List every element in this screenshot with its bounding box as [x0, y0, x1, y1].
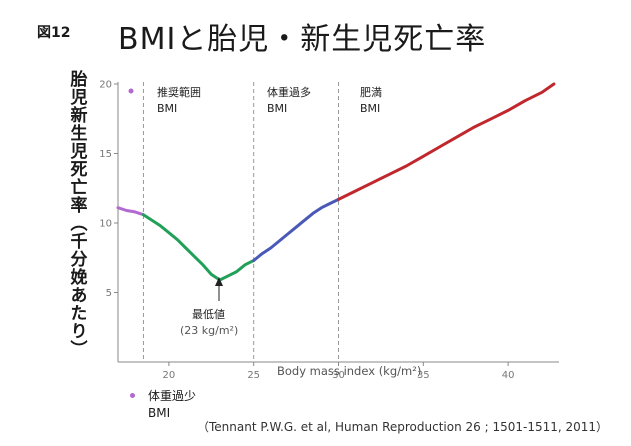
y-tick-label-15: 15	[99, 149, 112, 160]
y-tick-label-20: 20	[99, 80, 112, 91]
axes	[114, 82, 559, 366]
y-axis-label-container: 胎児新生児死亡率（千分娩あたり）	[56, 70, 96, 380]
region-label-normal-line2: BMI	[157, 102, 177, 115]
x-axis-label: Body mass index (kg/m²)	[277, 364, 421, 378]
underweight-marker-icon	[130, 393, 135, 398]
bmi-cutoff-lines	[142, 82, 339, 362]
series-line-normal	[141, 213, 256, 282]
series-line-overweight	[252, 197, 340, 262]
minimum-annotation: 最低値 (23 kg/m²)	[180, 277, 238, 337]
region-label-obese: 肥満 BMI	[360, 86, 382, 115]
y-axis-label: 胎児新生児死亡率（千分娩あたり）	[66, 70, 87, 358]
x-tick-label-40: 40	[502, 370, 515, 381]
x-tick-label-35: 35	[417, 370, 430, 381]
underweight-dot-top	[128, 88, 134, 94]
tick-labels: 5 10 15 20 20 25 30 35 40	[99, 80, 514, 382]
region-label-normal-line1: 推奨範囲	[157, 85, 201, 99]
series-line-underweight	[116, 206, 145, 217]
minimum-arrow-head	[215, 277, 223, 286]
series-line-obese	[337, 82, 556, 201]
region-label-overweight-line1: 体重過多	[267, 85, 311, 99]
x-tick-label-30: 30	[332, 370, 345, 381]
minimum-value-label: (23 kg/m²)	[180, 324, 238, 337]
region-label-overweight-line2: BMI	[267, 102, 287, 115]
region-label-obese-line2: BMI	[360, 102, 380, 115]
y-tick-label-5: 5	[106, 288, 112, 299]
citation: （Tennant P.W.G. et al, Human Reproductio…	[197, 420, 609, 434]
underweight-label-line2: BMI	[148, 406, 171, 420]
region-label-overweight: 体重過多 BMI	[267, 85, 311, 115]
x-tick-label-20: 20	[163, 370, 176, 381]
y-tick-label-10: 10	[99, 219, 112, 230]
figure-number: 図12	[37, 25, 71, 41]
region-label-normal: 推奨範囲 BMI	[157, 85, 201, 115]
x-tick-label-25: 25	[247, 370, 260, 381]
underweight-label: 体重過少 BMI	[148, 388, 196, 422]
underweight-label-line1: 体重過少	[148, 389, 197, 403]
region-label-obese-line1: 肥満	[360, 86, 382, 99]
chart-title: BMIと胎児・新生児死亡率	[118, 22, 487, 57]
data-series	[116, 82, 556, 282]
minimum-label: 最低値	[192, 308, 225, 321]
